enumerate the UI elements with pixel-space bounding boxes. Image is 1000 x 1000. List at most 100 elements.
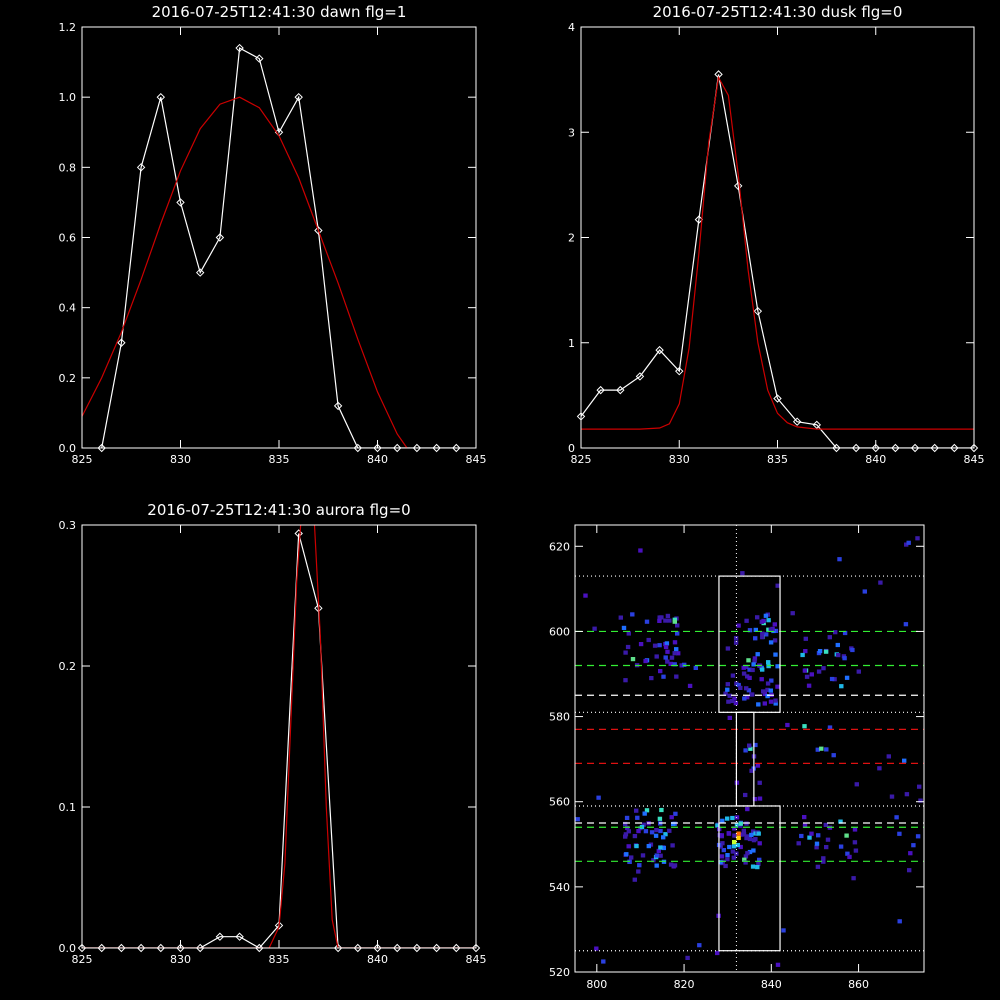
- image-pixel: [760, 667, 765, 672]
- data-point: [373, 443, 382, 453]
- image-pixel: [732, 696, 737, 701]
- image-pixel: [752, 797, 758, 802]
- image-pixel: [907, 868, 912, 873]
- image-pixel: [821, 856, 826, 861]
- image-pixel: [752, 658, 757, 663]
- image-pixel: [623, 650, 628, 655]
- image-pixel: [734, 823, 740, 828]
- data-point: [675, 366, 684, 376]
- image-pixel: [668, 862, 674, 867]
- x-tick-label: 825: [571, 453, 592, 466]
- image-pixel: [661, 674, 666, 679]
- chart-title: 2016-07-25T12:41:30 aurora flg=0: [147, 501, 410, 519]
- series-line-dawn-0: [101, 47, 457, 448]
- image-pixel: [760, 635, 765, 640]
- y-tick-label: 3: [568, 126, 575, 139]
- panel-dawn: 825 830 835 840 845 0.0 0.2 0.4 0.6 0.8 1.0 1.2 2016…: [59, 3, 487, 466]
- image-pixel: [853, 848, 859, 853]
- image-pixel: [649, 830, 655, 835]
- image-pixel: [626, 844, 631, 849]
- image-pixel: [725, 682, 730, 687]
- image-pixel: [654, 853, 659, 858]
- data-point: [97, 943, 106, 953]
- image-pixel: [636, 829, 641, 834]
- image-pixel: [674, 647, 679, 652]
- data-point: [969, 443, 979, 453]
- image-pixel: [668, 661, 673, 666]
- image-pixel: [738, 821, 743, 826]
- image-pixel: [624, 852, 629, 857]
- image-pixel: [831, 753, 836, 758]
- image-pixel: [745, 807, 750, 812]
- y-tick-label: 0: [568, 442, 575, 455]
- data-point: [832, 443, 841, 453]
- image-pixel: [854, 782, 859, 787]
- image-pixel: [663, 618, 668, 623]
- image-pixel: [747, 667, 752, 672]
- image-pixel: [747, 675, 752, 680]
- image-pixel: [738, 823, 743, 828]
- image-pixel: [657, 615, 662, 620]
- image-pixel: [756, 702, 761, 707]
- x-tick-label: 830: [669, 453, 690, 466]
- image-pixel: [844, 675, 850, 680]
- y-tick-label: 580: [549, 711, 570, 724]
- image-pixel: [592, 626, 597, 631]
- image-pixel: [640, 853, 646, 858]
- image-pixel: [674, 674, 679, 679]
- image-pixel: [829, 676, 835, 682]
- image-pixel: [806, 683, 812, 688]
- y-tick-label: 0.0: [59, 942, 77, 955]
- image-pixel: [730, 673, 736, 678]
- image-pixel: [730, 815, 735, 821]
- image-pixel: [825, 837, 831, 842]
- y-tick-label: 620: [549, 540, 570, 553]
- image-pixel: [731, 844, 737, 849]
- image-pixel: [908, 851, 913, 856]
- image-pixel: [894, 815, 899, 820]
- image-pixel: [750, 667, 755, 673]
- image-pixel: [721, 848, 726, 853]
- data-point: [452, 943, 461, 953]
- image-pixel: [821, 666, 826, 671]
- image-pixel: [736, 682, 741, 688]
- image-pixel: [773, 628, 779, 633]
- image-pixel: [743, 860, 748, 865]
- data-point: [871, 443, 880, 453]
- image-pixel: [756, 831, 761, 836]
- x-tick-label: 845: [466, 953, 487, 966]
- image-pixel: [906, 540, 911, 545]
- image-pixel: [575, 817, 580, 822]
- image-pixel: [772, 638, 778, 643]
- series-line-aurora-0: [82, 533, 476, 948]
- data-point: [255, 54, 264, 63]
- image-pixel: [720, 841, 725, 846]
- emission-image: [575, 536, 923, 967]
- image-pixel: [904, 542, 909, 547]
- x-tick-label: 830: [170, 453, 191, 466]
- region-box: [735, 711, 755, 807]
- x-tick-label: 820: [674, 978, 695, 991]
- data-point: [471, 943, 481, 953]
- image-pixel: [665, 659, 670, 664]
- image-pixel: [839, 684, 844, 689]
- image-pixel: [646, 844, 651, 849]
- data-point: [215, 233, 225, 242]
- image-pixel: [729, 698, 735, 704]
- image-pixel: [819, 746, 824, 751]
- image-pixel: [736, 831, 741, 836]
- image-pixel: [718, 860, 723, 865]
- image-pixel: [733, 636, 739, 641]
- image-pixel: [824, 747, 829, 752]
- image-pixel: [744, 686, 749, 691]
- image-pixel: [768, 699, 774, 704]
- image-pixel: [725, 857, 730, 862]
- data-point: [910, 443, 920, 453]
- image-pixel: [726, 699, 731, 704]
- image-pixel: [773, 698, 778, 703]
- image-pixel: [719, 854, 725, 859]
- image-pixel: [743, 792, 748, 798]
- image-pixel: [624, 815, 630, 820]
- image-pixel: [862, 589, 867, 594]
